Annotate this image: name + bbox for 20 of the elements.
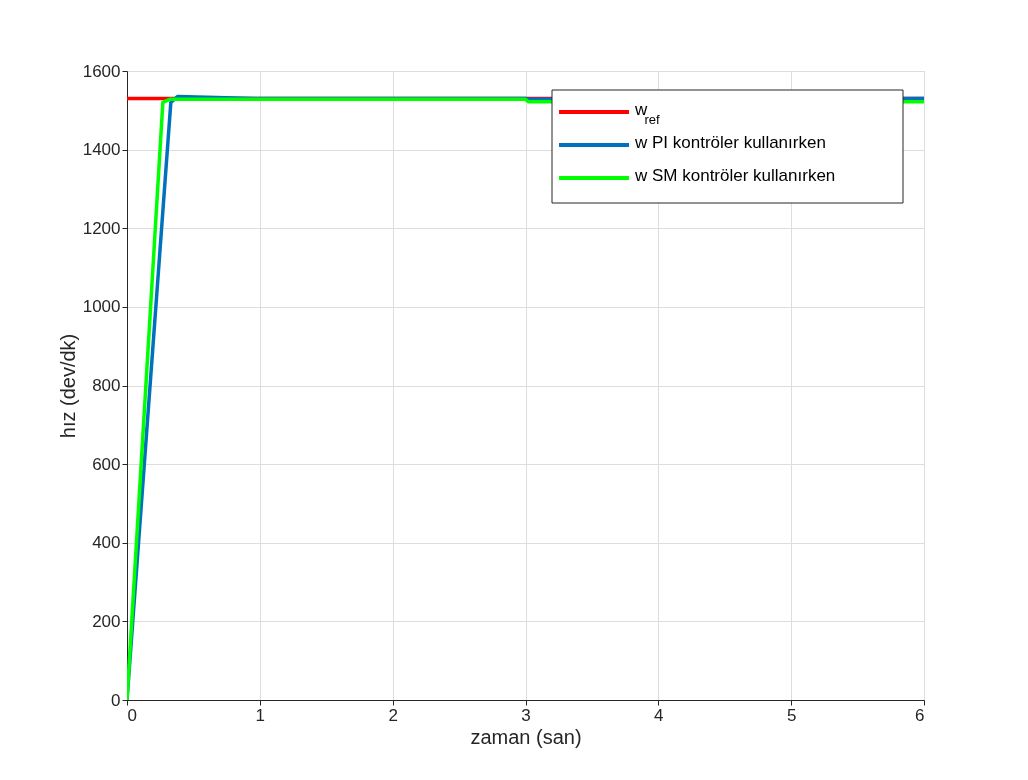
x-tick-label: 2 bbox=[388, 705, 398, 725]
legend-label: w PI kontröler kullanırken bbox=[634, 133, 826, 152]
y-tick-label: 0 bbox=[111, 690, 121, 710]
y-tick-label: 1000 bbox=[82, 297, 121, 317]
y-axis-title: hız (dev/dk) bbox=[56, 333, 79, 439]
y-tick-label: 1600 bbox=[82, 61, 121, 81]
x-tick-label: 5 bbox=[786, 705, 797, 725]
x-tick-label: 6 bbox=[915, 705, 925, 725]
legend-label: w SM kontröler kullanırken bbox=[634, 166, 836, 185]
x-tick-label: 3 bbox=[521, 705, 531, 725]
x-axis-title: zaman (san) bbox=[470, 725, 582, 748]
y-tick-label: 1400 bbox=[82, 140, 121, 160]
y-tick-label: 200 bbox=[92, 611, 121, 631]
y-tick-label: 800 bbox=[92, 376, 121, 395]
x-tick-label: 0 bbox=[127, 705, 137, 725]
x-tick-label: 4 bbox=[654, 705, 664, 725]
y-tick-label: 600 bbox=[92, 454, 121, 474]
y-tick-label: 1200 bbox=[82, 218, 121, 238]
x-tick-label: 1 bbox=[255, 705, 266, 725]
y-tick-label: 400 bbox=[92, 533, 121, 553]
